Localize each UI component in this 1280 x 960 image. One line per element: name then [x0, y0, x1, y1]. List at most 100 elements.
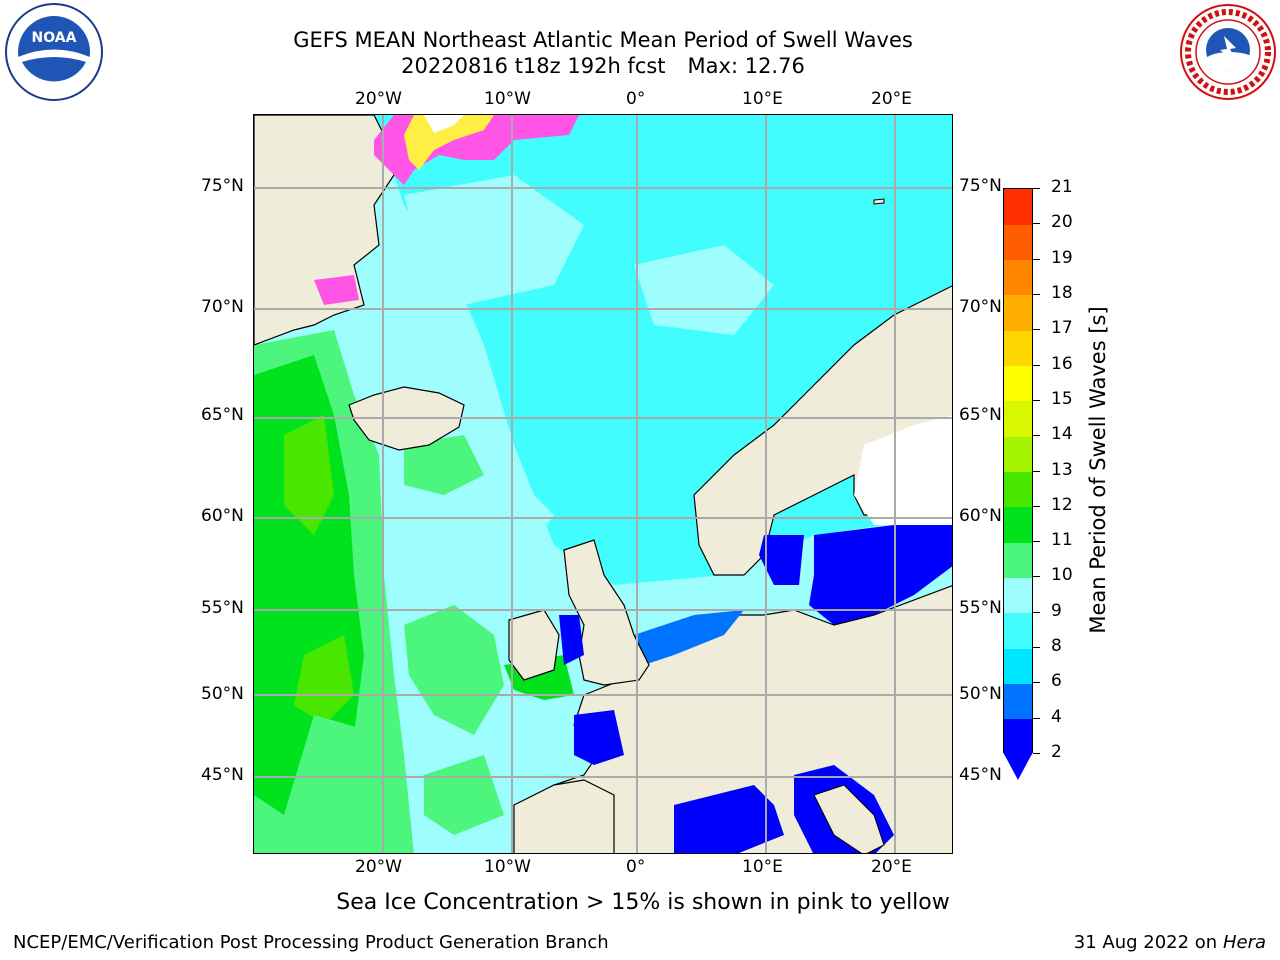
bay-of-biscay-blue — [574, 710, 624, 765]
lat-label-right: 45°N — [959, 765, 1002, 785]
lon-label-top: 20°W — [355, 89, 402, 109]
nws-logo — [1178, 2, 1278, 102]
lat-label-right: 55°N — [959, 598, 1002, 618]
swell-green-dark-patch — [284, 415, 334, 535]
colorbar-segment — [1004, 400, 1032, 437]
colorbar-tick — [1033, 223, 1040, 225]
colorbar-tick-label: 17 — [1051, 318, 1073, 339]
max-value: Max: 12.76 — [687, 54, 805, 78]
lon-label-bottom: 10°E — [742, 857, 783, 877]
swell-green-patch — [404, 605, 504, 735]
lat-label-left: 60°N — [201, 506, 244, 526]
colorbar-segment — [1004, 542, 1032, 578]
lon-label-bottom: 0° — [626, 857, 646, 877]
colorbar-tick — [1033, 611, 1040, 613]
lat-label-left: 50°N — [201, 684, 244, 704]
colorbar-tick-label: 12 — [1051, 494, 1073, 515]
colorbar-tick — [1033, 293, 1040, 295]
colorbar-segment — [1004, 648, 1032, 684]
swell-green-dark-patch — [294, 635, 354, 725]
irish-sea-blue — [559, 615, 584, 665]
lat-label-left: 70°N — [201, 297, 244, 317]
colorbar-segment — [1004, 189, 1032, 225]
chart-title: GEFS MEAN Northeast Atlantic Mean Period… — [293, 28, 913, 52]
sea-ice-pink-east — [314, 275, 359, 305]
lon-label-top: 20°E — [871, 89, 912, 109]
colorbar-tick — [1033, 258, 1040, 260]
colorbar-segment — [1004, 471, 1032, 508]
north-sea-coastal-blue — [634, 610, 744, 665]
colorbar-segment — [1004, 436, 1032, 472]
lat-label-right: 60°N — [959, 506, 1002, 526]
colorbar-extend-arrow — [1003, 752, 1033, 780]
lon-label-bottom: 10°W — [484, 857, 531, 877]
colorbar-tick-label: 8 — [1051, 636, 1062, 657]
colorbar-title: Mean Period of Swell Waves [s] — [1086, 306, 1110, 634]
colorbar-tick — [1033, 576, 1040, 578]
colorbar-tick-label: 11 — [1051, 530, 1073, 551]
colorbar-tick-label: 14 — [1051, 424, 1073, 445]
graticule — [254, 115, 952, 853]
noaa-logo: NOAA — [4, 2, 104, 102]
colorbar-tick — [1033, 188, 1040, 189]
colorbar-segment — [1004, 718, 1032, 755]
colorbar-tick-label: 13 — [1051, 459, 1073, 480]
colorbar-segment — [1004, 224, 1032, 261]
lon-label-bottom: 20°W — [355, 857, 402, 877]
colorbar-segment — [1004, 294, 1032, 331]
colorbar-tick — [1033, 364, 1040, 366]
lat-label-right: 50°N — [959, 684, 1002, 704]
chart-subtitle: 20220816 t18z 192h fcst Max: 12.76 — [0, 53, 1206, 79]
colorbar-tick-label: 10 — [1051, 565, 1073, 586]
colorbar-tick — [1033, 399, 1040, 401]
colorbar-segment — [1004, 577, 1032, 614]
colorbar-tick — [1033, 753, 1040, 754]
colorbar-segment — [1004, 259, 1032, 296]
ice-white — [424, 115, 464, 133]
lat-label-left: 55°N — [201, 598, 244, 618]
colorbar-tick-label: 19 — [1051, 247, 1073, 268]
ocean-light-patch — [634, 245, 774, 335]
finland-white — [854, 415, 952, 525]
colorbar-tick-label: 15 — [1051, 388, 1073, 409]
machine-name: Hera — [1222, 932, 1266, 953]
mediterranean-blue — [674, 785, 784, 853]
colorbar-tick-label: 2 — [1051, 742, 1062, 762]
colorbar-segment — [1004, 365, 1032, 402]
colorbar — [1003, 188, 1033, 755]
lon-label-top: 0° — [626, 89, 646, 109]
sea-ice-yellow — [404, 115, 494, 170]
kattegat-blue — [759, 535, 804, 585]
colorbar-tick-label: 20 — [1051, 212, 1073, 233]
colorbar-tick-label: 21 — [1051, 177, 1073, 197]
lon-label-bottom: 20°E — [871, 857, 912, 877]
small-island — [873, 198, 885, 205]
swell-green-patch — [404, 435, 484, 495]
great-britain-land — [563, 539, 650, 686]
ocean-light-patch — [404, 175, 584, 305]
colorbar-segment — [1004, 506, 1032, 543]
date-value: 31 Aug 2022 on — [1073, 932, 1218, 953]
colorbar-tick — [1033, 329, 1040, 331]
lat-label-left: 75°N — [201, 176, 244, 196]
lat-label-right: 65°N — [959, 405, 1002, 425]
colorbar-tick-label: 9 — [1051, 600, 1062, 621]
colorbar-segment — [1004, 612, 1032, 649]
colorbar-tick-label: 6 — [1051, 671, 1062, 692]
colorbar-tick — [1033, 647, 1040, 649]
baltic-sea-blue — [809, 525, 952, 625]
date-text: 31 Aug 2022 on Hera — [1074, 932, 1266, 953]
colorbar-tick — [1033, 541, 1040, 543]
swell-green-light-south — [424, 755, 504, 835]
lat-label-left: 45°N — [201, 765, 244, 785]
svg-text:NOAA: NOAA — [32, 30, 77, 46]
colorbar-tick — [1033, 717, 1040, 719]
lon-label-top: 10°E — [742, 89, 783, 109]
colorbar-tick-label: 18 — [1051, 282, 1073, 303]
colorbar-tick-label: 16 — [1051, 353, 1073, 374]
sea-ice-note: Sea Ice Concentration > 15% is shown in … — [336, 890, 950, 915]
lat-label-left: 65°N — [201, 405, 244, 425]
colorbar-tick — [1033, 470, 1040, 472]
lat-label-right: 70°N — [959, 297, 1002, 317]
lat-label-right: 75°N — [959, 176, 1002, 196]
